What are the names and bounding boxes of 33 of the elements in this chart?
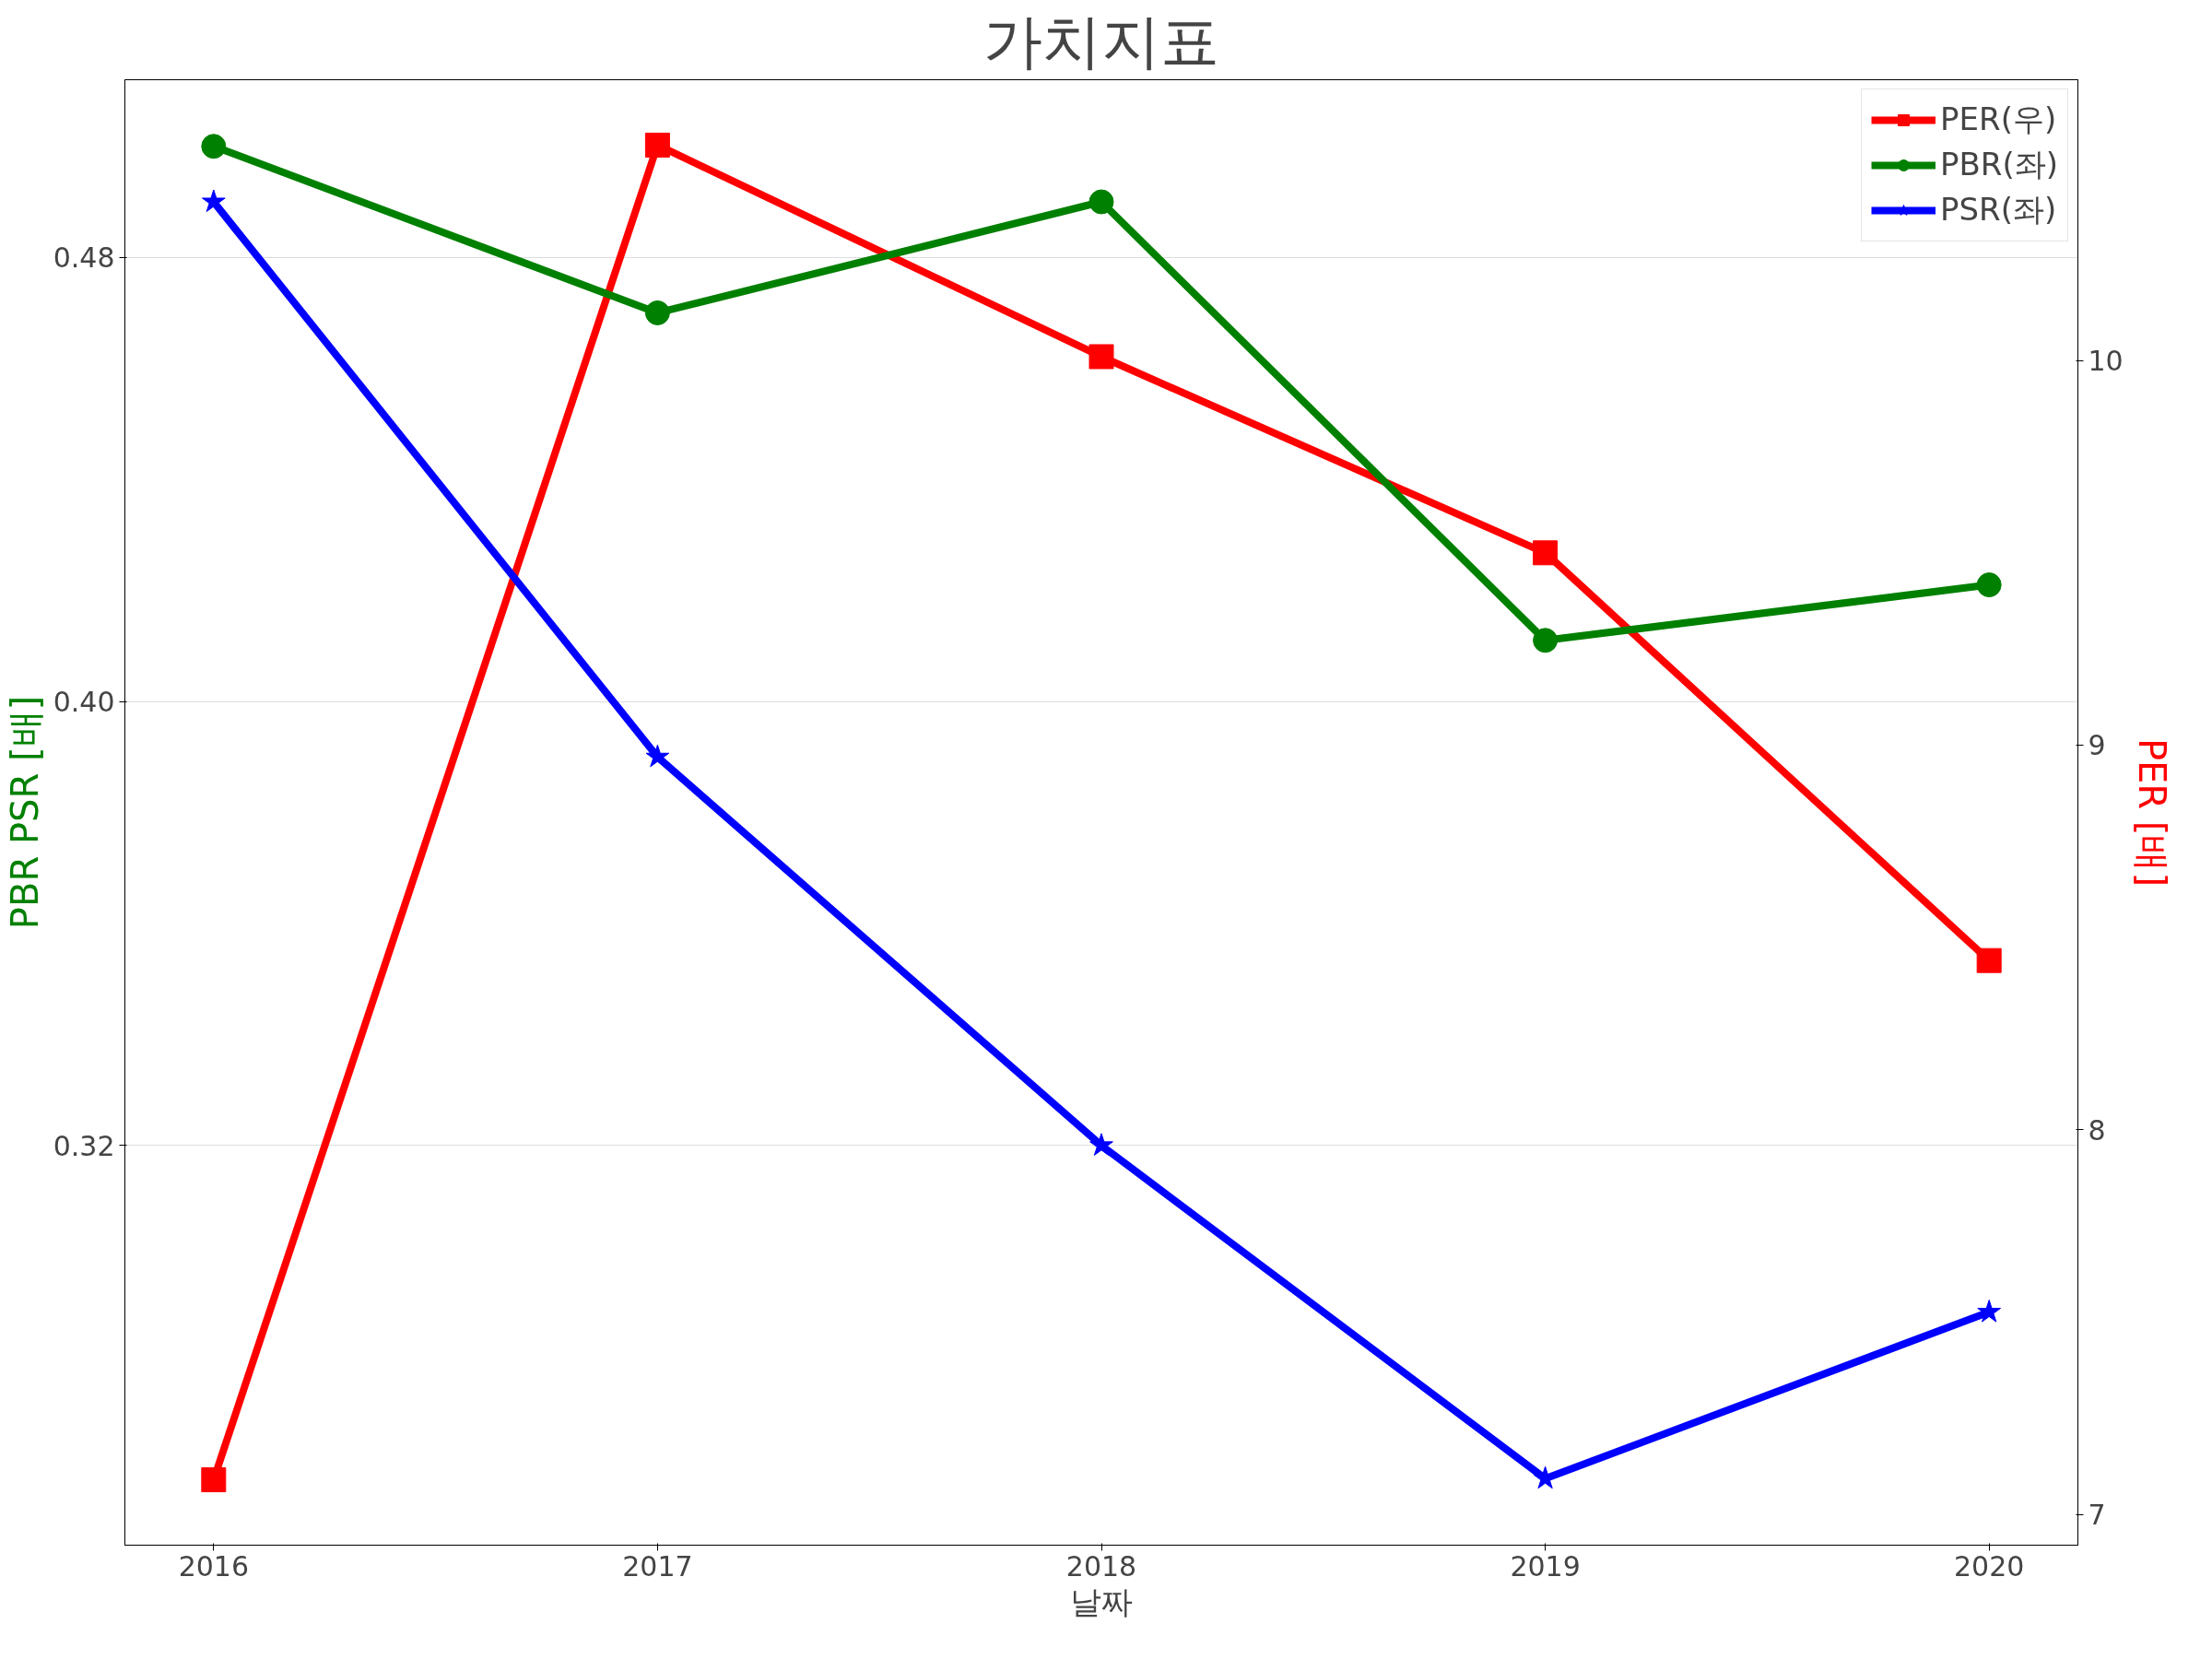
point — [1977, 1300, 2002, 1323]
y-tick-label: 0.32 — [53, 1129, 115, 1162]
y-axis-title: PBR PSR [배] — [3, 695, 46, 930]
point — [1976, 572, 2002, 598]
y2-tick-label: 8 — [2088, 1113, 2106, 1147]
point — [645, 744, 670, 768]
y-tick-label: 0.48 — [53, 241, 115, 275]
x-tick-label: 2018 — [1065, 1549, 1137, 1583]
point — [1088, 189, 1114, 215]
legend-label: PBR(좌) — [1940, 145, 2058, 184]
y2-tick-label: 7 — [2088, 1499, 2106, 1532]
legend-label: PER(우) — [1940, 100, 2057, 139]
y-tick-label: 0.40 — [53, 686, 115, 719]
point — [201, 189, 226, 213]
x-tick-label: 2020 — [1954, 1549, 2025, 1583]
y2-axis-title: PER [배] — [2130, 737, 2173, 888]
point — [644, 300, 670, 325]
x-axis-title: 날짜 — [1070, 1583, 1133, 1620]
point — [201, 134, 227, 159]
x-tick-label: 2016 — [178, 1549, 249, 1583]
x-tick-label: 2017 — [622, 1549, 693, 1583]
point — [644, 132, 670, 158]
point — [201, 1467, 227, 1493]
point — [1089, 1133, 1113, 1156]
point — [1533, 540, 1559, 566]
point — [1533, 628, 1559, 653]
y2-tick-label: 9 — [2088, 729, 2106, 762]
legend-label: PSR(좌) — [1940, 190, 2057, 229]
chart-title: 가치지표 — [983, 6, 1219, 76]
y2-tick-label: 10 — [2088, 345, 2124, 378]
point — [1976, 947, 2002, 973]
point — [1088, 344, 1114, 370]
x-tick-label: 2019 — [1510, 1549, 1581, 1583]
